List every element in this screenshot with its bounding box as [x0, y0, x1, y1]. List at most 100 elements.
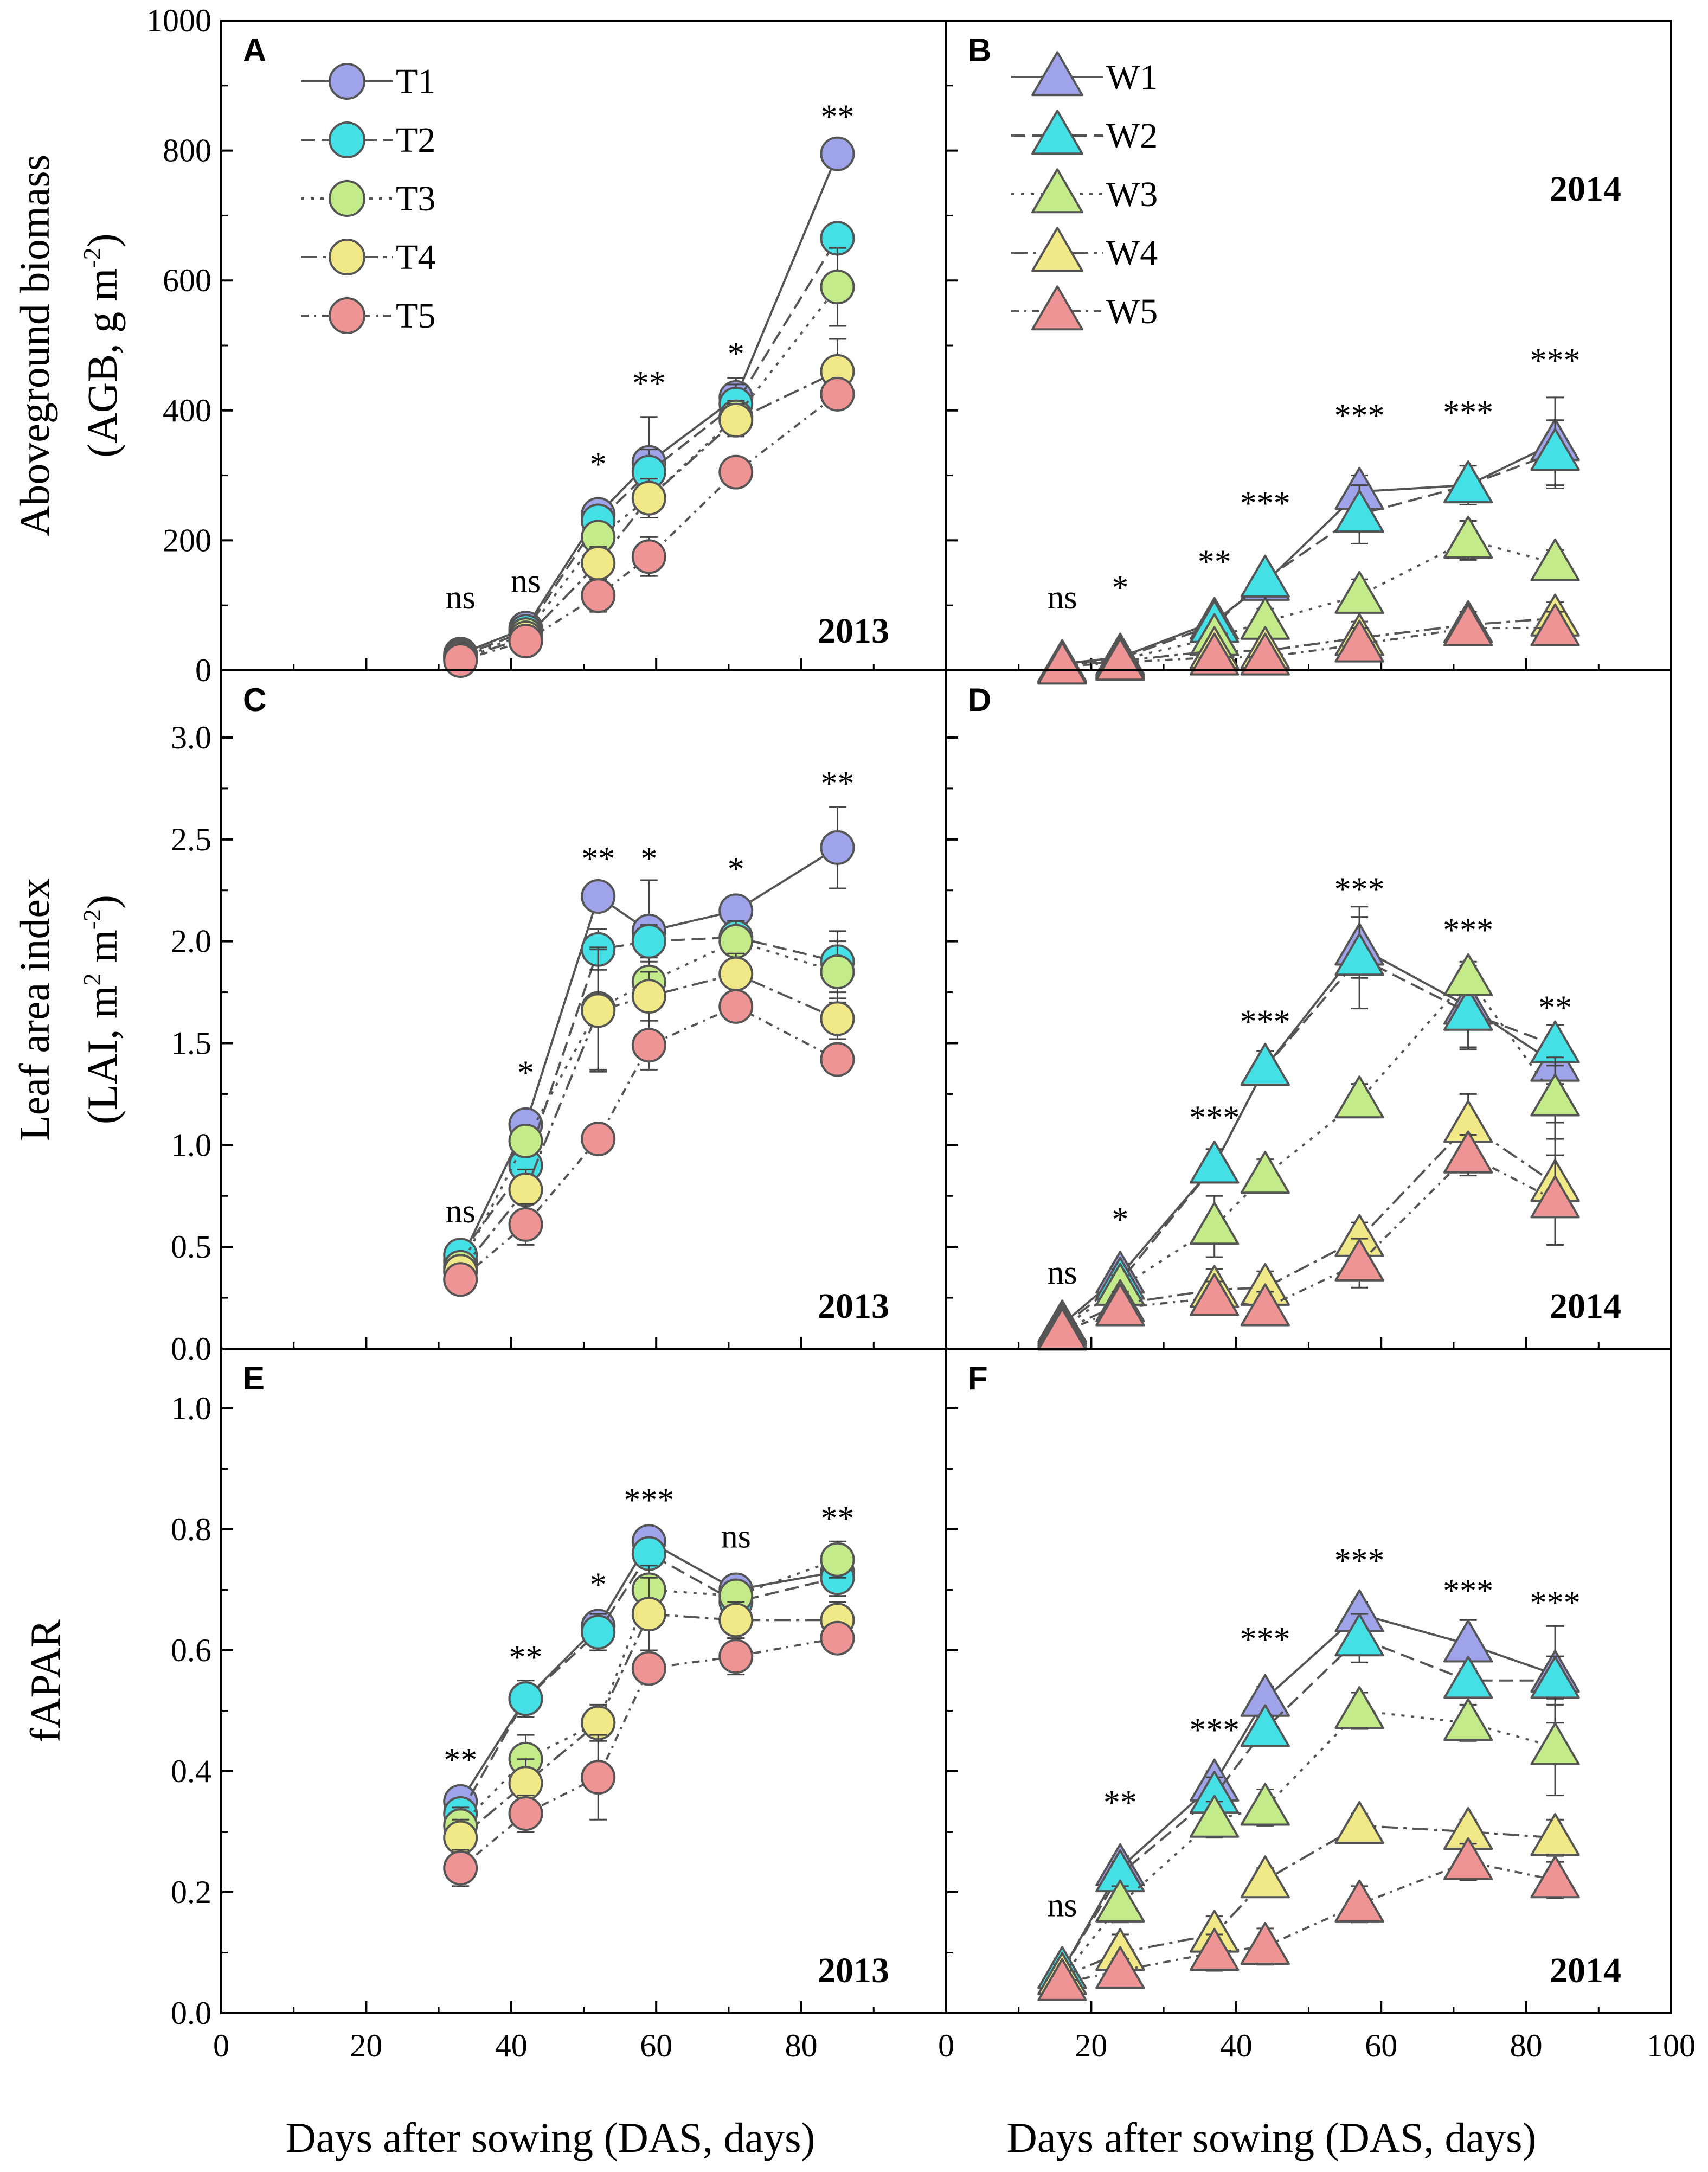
data-point	[820, 270, 855, 305]
legend-label: W2	[1106, 116, 1158, 156]
significance-label: *	[728, 336, 744, 373]
data-point	[1530, 1722, 1580, 1765]
data-point	[631, 480, 666, 516]
y-tick-label: 2.0	[171, 924, 211, 959]
data-point	[631, 924, 666, 959]
data-point	[1095, 1283, 1145, 1327]
legend-label: W3	[1106, 175, 1158, 214]
y-tick-label: 0.0	[171, 1995, 211, 2031]
legend-marker	[329, 180, 365, 217]
x-tick-label: 40	[1220, 2028, 1253, 2064]
x-axis-title-left: Days after sowing (DAS, days)	[286, 2114, 816, 2161]
significance-label: ***	[1443, 1573, 1493, 1610]
series-line	[459, 940, 838, 1268]
data-point	[820, 830, 855, 865]
panel-letter: F	[968, 1360, 988, 1396]
data-point	[1334, 1686, 1384, 1729]
data-point	[581, 1614, 616, 1650]
data-point	[631, 1651, 666, 1686]
significance-label: **	[509, 1639, 543, 1676]
significance-label: ***	[1530, 342, 1581, 379]
series-line	[460, 370, 838, 660]
data-point	[1190, 1795, 1240, 1838]
series-t4	[443, 949, 855, 1289]
x-tick-label: 20	[1075, 2028, 1107, 2064]
y-axis-unit: (AGB, g m-2)	[78, 233, 126, 457]
legend-label: T3	[396, 179, 435, 219]
data-point	[820, 1620, 855, 1656]
x-tick-label: 40	[495, 2028, 528, 2064]
y-axis-unit-part: -2	[78, 909, 106, 930]
series-line	[460, 286, 839, 658]
data-point	[631, 1028, 666, 1063]
significance-label: ns	[721, 1518, 751, 1555]
data-point	[1443, 1698, 1493, 1741]
data-point	[1240, 1151, 1290, 1194]
legend-marker	[1031, 168, 1083, 214]
legend-marker	[329, 63, 365, 100]
y-axis-unit-part: m	[79, 930, 126, 973]
panel-letter: E	[243, 1360, 265, 1396]
y-tick-label: 200	[163, 522, 211, 558]
panel-letter: D	[968, 682, 991, 718]
significance-label: ns	[446, 1193, 476, 1230]
data-point	[443, 643, 478, 678]
significance-label: ***	[1334, 872, 1385, 908]
significance-label: *	[590, 446, 607, 483]
legend: T1 T2 T3 T4 T5	[301, 62, 435, 336]
x-tick-label: 80	[1510, 2028, 1543, 2064]
series-t5	[443, 376, 855, 678]
y-tick-label: 0.4	[171, 1753, 211, 1789]
significance-label: *	[728, 851, 744, 888]
significance-label: *	[517, 1055, 534, 1092]
data-point	[718, 924, 754, 959]
data-point	[581, 993, 616, 1028]
significance-label: **	[820, 99, 854, 136]
data-point	[1443, 988, 1493, 1031]
data-point	[718, 989, 754, 1024]
significance-label: *	[640, 841, 657, 877]
y-tick-label: 3.0	[171, 720, 211, 755]
x-tick-label: 80	[785, 2028, 818, 2064]
data-point	[581, 1122, 616, 1157]
legend-label: W4	[1106, 233, 1158, 273]
y-tick-label: 0.0	[171, 1331, 211, 1367]
legend-marker	[1031, 227, 1083, 272]
data-point	[1240, 1704, 1290, 1747]
data-point	[508, 1207, 543, 1242]
significance-label: ns	[446, 579, 476, 616]
significance-label: ***	[1530, 1585, 1581, 1622]
significance-label: **	[444, 1742, 477, 1779]
data-point	[1190, 1202, 1240, 1245]
significance-label: ns	[1047, 1887, 1077, 1924]
x-tick-label: 0	[938, 2028, 954, 2064]
y-tick-label: 0	[195, 652, 211, 688]
legend-marker	[1031, 285, 1083, 331]
y-axis-unit-part: (AGB, g m	[79, 268, 126, 458]
significance-label: ns	[511, 563, 541, 600]
data-point	[1190, 1927, 1240, 1971]
y-tick-label: 1.5	[171, 1026, 211, 1061]
x-tick-label: 60	[1365, 2028, 1397, 2064]
data-point	[1334, 619, 1384, 663]
legend-label: T5	[396, 296, 435, 336]
y-tick-label: 1000	[146, 3, 211, 39]
data-point	[1334, 1613, 1384, 1657]
significance-label: **	[1103, 1784, 1137, 1821]
y-tick-label: 400	[163, 393, 211, 428]
significance-label: ns	[1047, 1254, 1077, 1291]
y-tick-label: 0.2	[171, 1874, 211, 1910]
data-point	[1443, 515, 1493, 559]
year-label: 2014	[1550, 1951, 1621, 1990]
significance-label: *	[1112, 569, 1128, 606]
data-point	[1240, 1043, 1290, 1086]
significance-label: *	[590, 1567, 607, 1604]
data-point	[820, 136, 855, 171]
legend-marker	[1031, 110, 1083, 155]
data-point	[1095, 1946, 1145, 1989]
data-point	[581, 879, 616, 914]
data-point	[1240, 632, 1290, 676]
significance-label: **	[1538, 989, 1572, 1026]
